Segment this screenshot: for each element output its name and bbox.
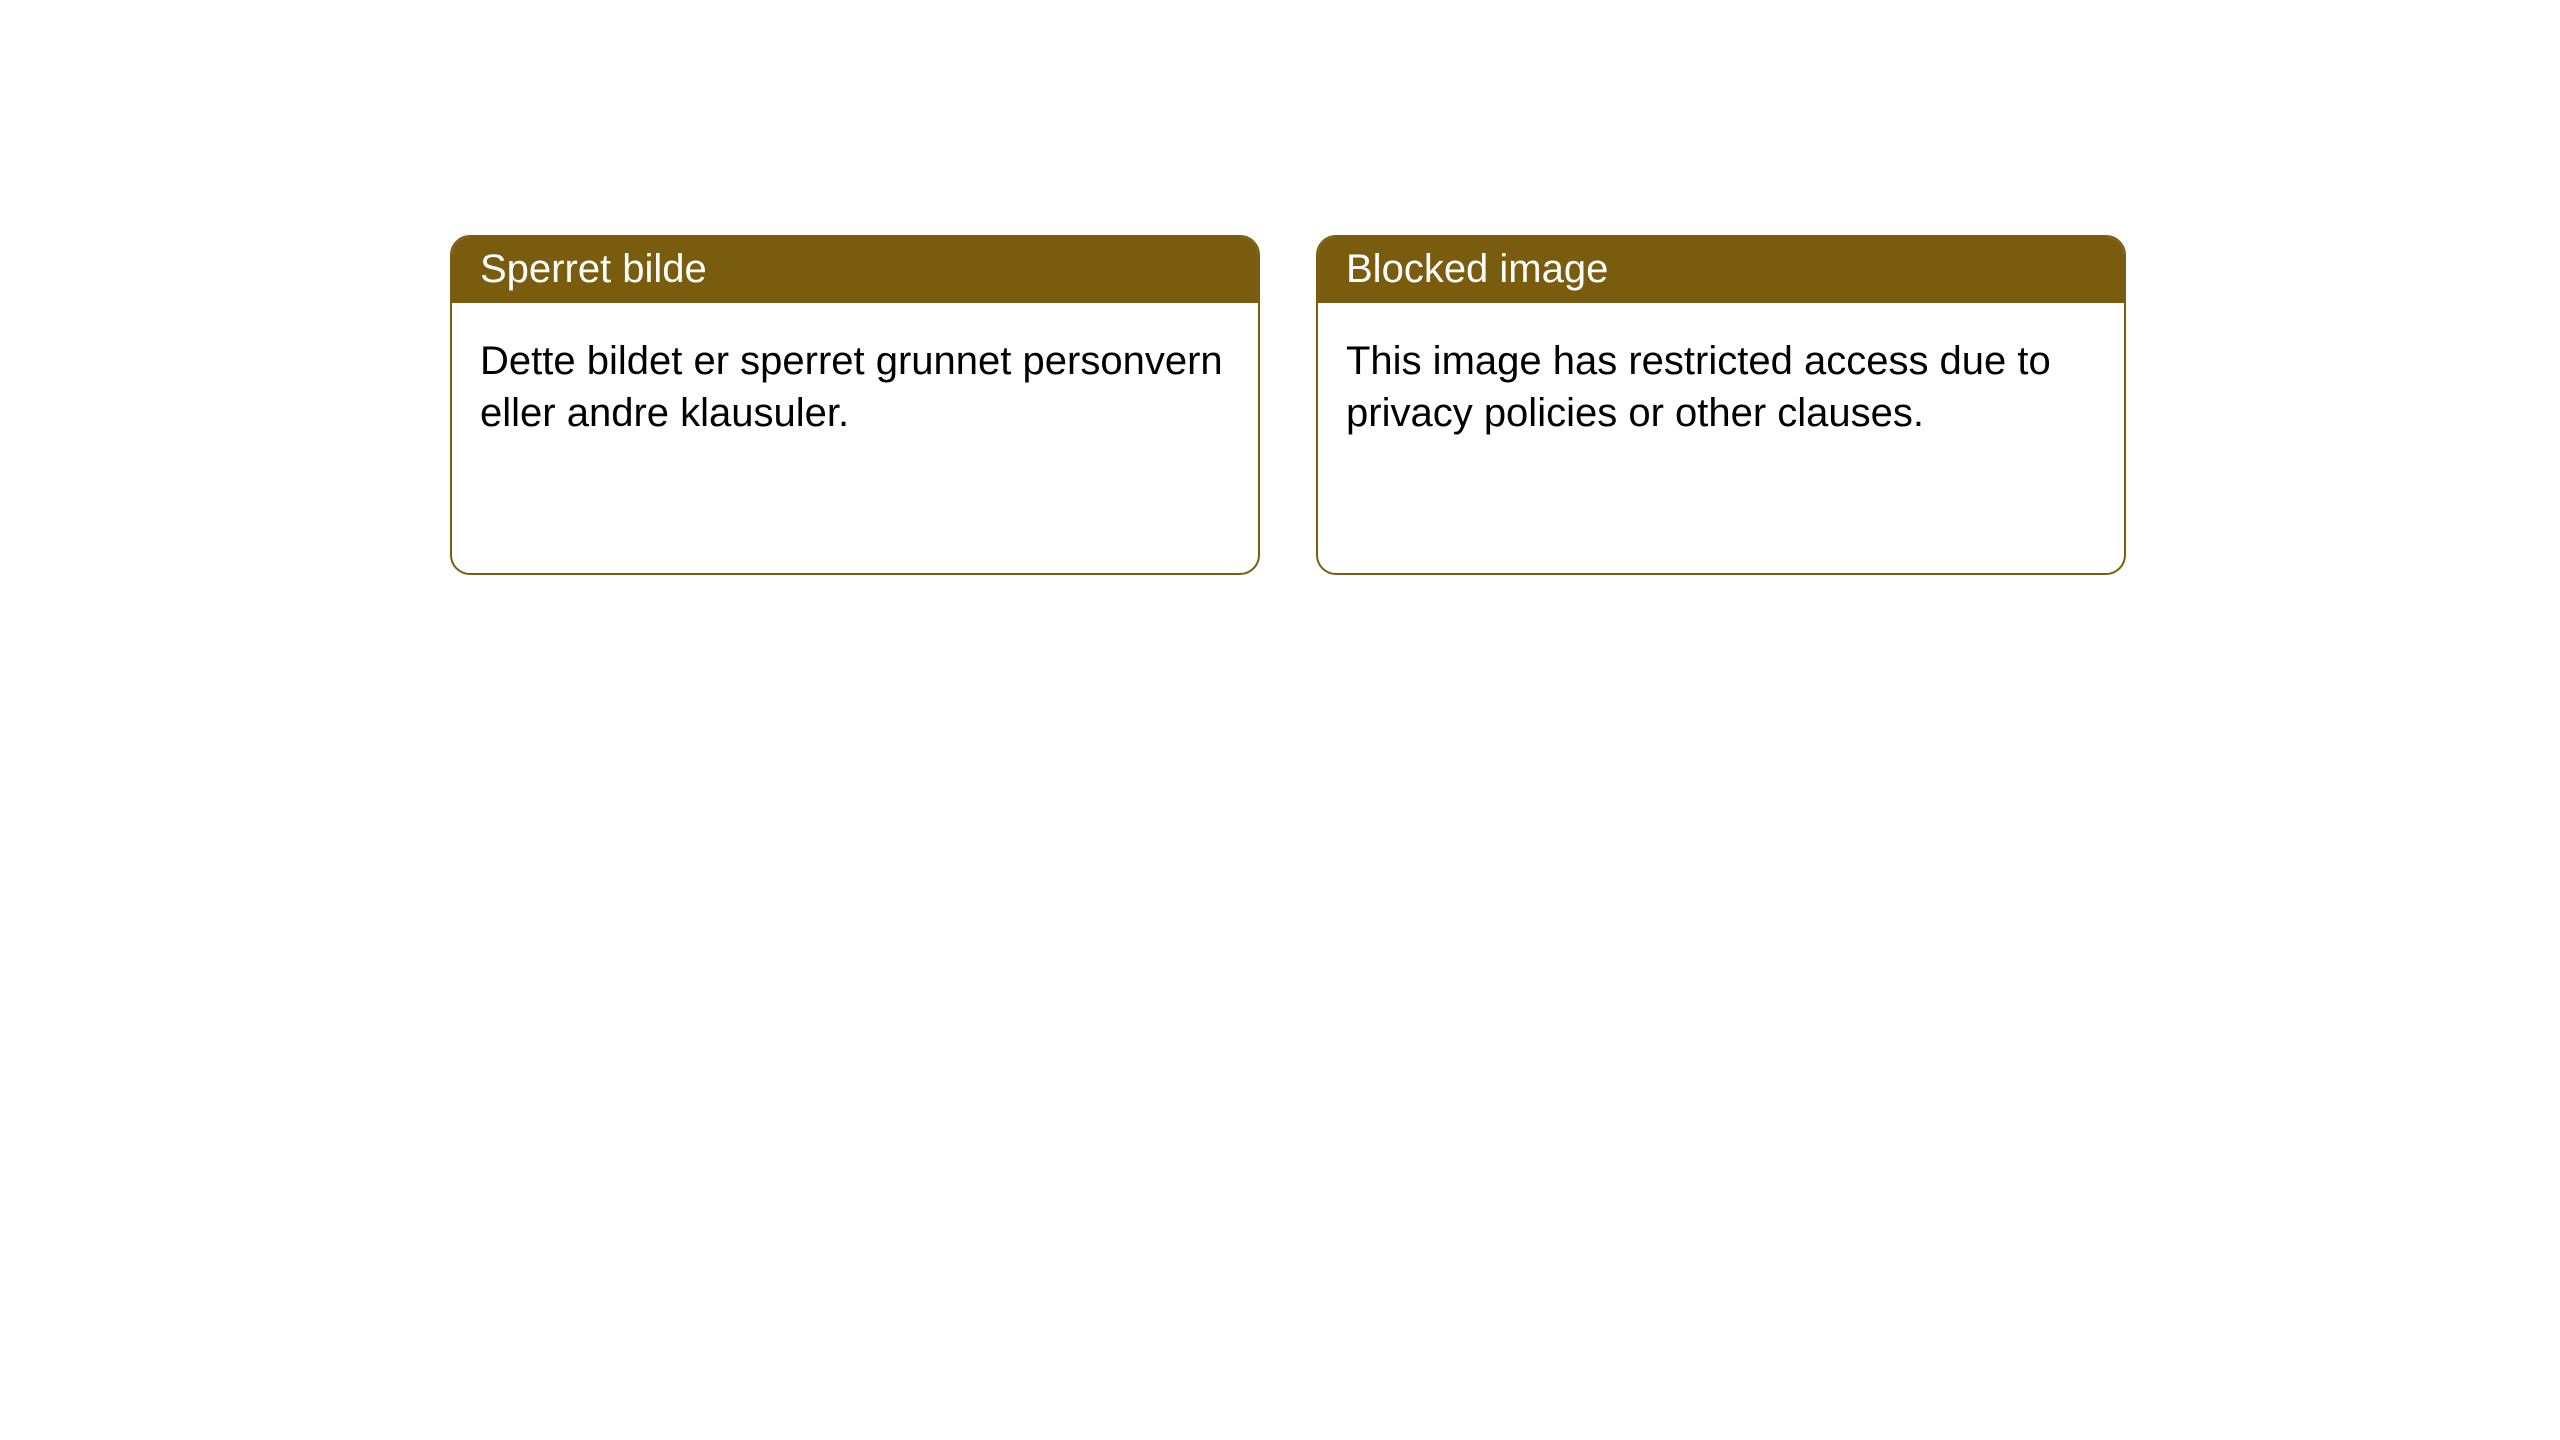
notice-container: Sperret bilde Dette bildet er sperret gr…: [0, 0, 2560, 575]
notice-card-norwegian: Sperret bilde Dette bildet er sperret gr…: [450, 235, 1260, 575]
notice-body: This image has restricted access due to …: [1318, 303, 2124, 471]
notice-card-english: Blocked image This image has restricted …: [1316, 235, 2126, 575]
notice-header: Sperret bilde: [452, 237, 1258, 303]
notice-body: Dette bildet er sperret grunnet personve…: [452, 303, 1258, 471]
notice-header: Blocked image: [1318, 237, 2124, 303]
